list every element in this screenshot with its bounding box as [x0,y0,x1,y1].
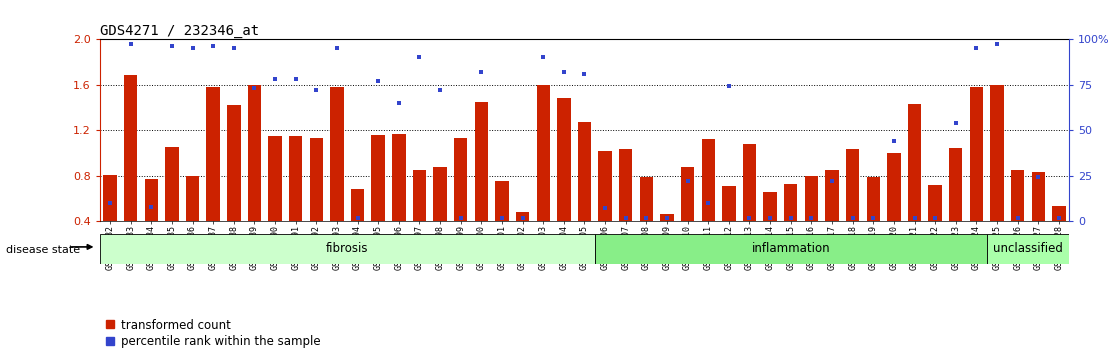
Bar [619,149,633,221]
Bar [371,135,384,221]
Bar [248,85,261,221]
Bar [866,177,880,221]
Text: fibrosis: fibrosis [326,242,369,255]
Bar [970,87,983,221]
Bar [950,148,963,221]
Bar [681,167,695,221]
Bar [165,147,178,221]
Bar [516,212,530,221]
Bar [144,179,158,221]
Bar [987,234,1069,264]
Bar [392,133,406,221]
Bar [825,170,839,221]
Bar [454,138,468,221]
Bar [433,167,447,221]
Bar [598,150,612,221]
Bar [722,186,736,221]
Bar [495,181,509,221]
Text: disease state: disease state [6,245,80,255]
Bar [100,234,595,264]
Bar [474,102,488,221]
Text: unclassified: unclassified [993,242,1063,255]
Bar [639,177,653,221]
Bar [124,75,137,221]
Bar [804,176,818,221]
Bar [103,175,116,221]
Bar [227,105,240,221]
Bar [351,189,365,221]
Bar [330,87,343,221]
Bar [557,98,571,221]
Text: inflammation: inflammation [751,242,830,255]
Bar [1010,170,1025,221]
Bar [186,176,199,221]
Bar [907,104,921,221]
Bar [1032,172,1045,221]
Bar [888,153,901,221]
Bar [1053,206,1066,221]
Bar [742,144,756,221]
Bar [929,185,942,221]
Bar [784,184,798,221]
Bar [206,87,219,221]
Bar [268,136,281,221]
Bar [595,234,987,264]
Bar [991,85,1004,221]
Bar [536,85,550,221]
Bar [763,192,777,221]
Bar [701,139,715,221]
Text: GDS4271 / 232346_at: GDS4271 / 232346_at [100,24,259,38]
Legend: transformed count, percentile rank within the sample: transformed count, percentile rank withi… [105,319,320,348]
Bar [660,215,674,221]
Bar [845,149,860,221]
Bar [413,170,427,221]
Bar [309,138,324,221]
Bar [289,136,302,221]
Bar [577,122,592,221]
